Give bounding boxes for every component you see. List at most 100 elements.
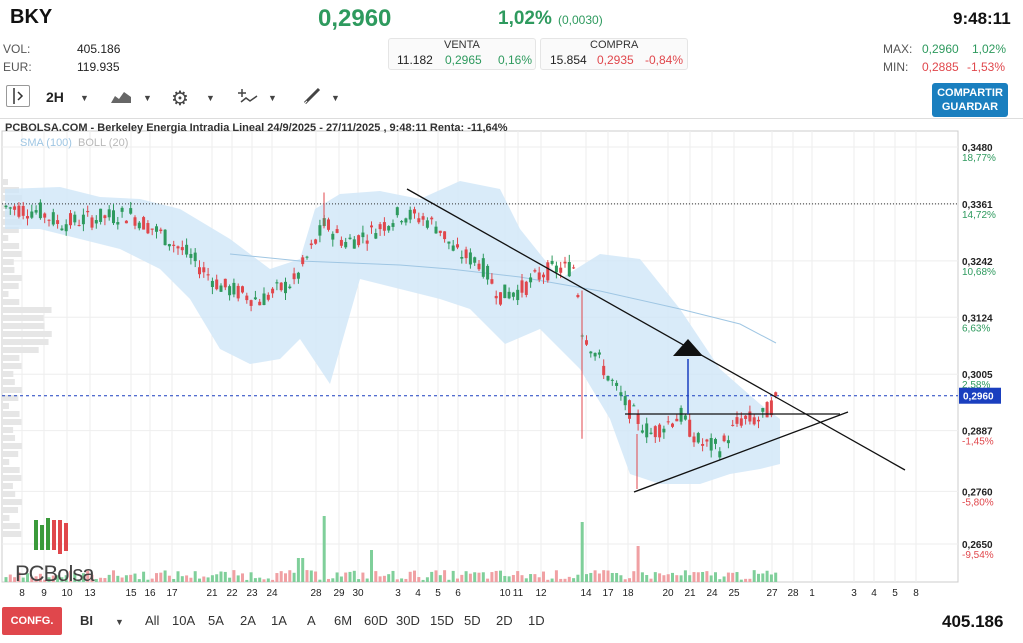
volume-bar xyxy=(193,571,197,582)
volume-bar xyxy=(77,579,81,582)
volume-bar xyxy=(451,570,455,582)
volume-bar xyxy=(163,570,167,582)
volume-bar xyxy=(258,577,262,582)
mode-select[interactable]: BI xyxy=(80,613,93,628)
candle-body xyxy=(370,225,373,228)
candle-body xyxy=(460,257,464,259)
volume-bar xyxy=(481,572,485,582)
candle-body xyxy=(404,218,408,223)
x-axis-label: 5 xyxy=(892,588,898,599)
volume-bar xyxy=(602,570,606,582)
volume-bar xyxy=(593,570,597,582)
euro-volume-value: 119.935 xyxy=(77,60,120,74)
candle-body xyxy=(675,418,679,422)
candle-body xyxy=(206,274,210,276)
period-5a[interactable]: 5A xyxy=(208,613,224,628)
gear-icon[interactable]: ⚙ xyxy=(171,88,189,110)
candle-body xyxy=(21,205,25,216)
config-button[interactable]: CONFG. xyxy=(2,607,62,635)
y-axis-label: 0,3242 xyxy=(962,257,993,268)
candle-body xyxy=(726,440,730,444)
min-pct: -1,53% xyxy=(967,60,1006,74)
drawing-tools-icon[interactable] xyxy=(302,87,322,110)
period-6m[interactable]: 6M xyxy=(334,613,353,628)
candle-body xyxy=(266,294,270,300)
candle-body xyxy=(610,379,614,381)
volume-bar xyxy=(658,573,662,582)
volume-bar xyxy=(421,579,425,582)
y-axis-label: 0,3361 xyxy=(962,200,993,211)
candle-body xyxy=(649,432,653,434)
current-price-tag xyxy=(959,387,1001,404)
candle-body xyxy=(56,220,60,224)
period-1d[interactable]: 1D xyxy=(528,613,545,628)
volume-bar xyxy=(490,572,494,582)
chevron-down-icon[interactable]: ▼ xyxy=(143,93,152,103)
candle-body xyxy=(731,424,735,426)
volume-bar xyxy=(301,558,305,582)
x-axis-label: 25 xyxy=(728,588,740,599)
interval-select[interactable]: 2H xyxy=(46,89,64,105)
period-2a[interactable]: 2A xyxy=(240,613,256,628)
x-axis-label: 4 xyxy=(415,588,421,599)
volume-bar xyxy=(314,571,318,582)
period-all[interactable]: All xyxy=(145,613,160,628)
candle-body xyxy=(477,263,481,270)
candle-body xyxy=(47,219,51,221)
volume-bar xyxy=(520,575,524,582)
chevron-down-icon[interactable]: ▼ xyxy=(206,93,215,103)
period-15d[interactable]: 15D xyxy=(430,613,454,628)
chevron-down-icon[interactable]: ▼ xyxy=(331,93,340,103)
candle-body xyxy=(499,292,502,305)
candle-body xyxy=(744,415,748,419)
candle-body xyxy=(210,280,214,288)
volume-bar xyxy=(51,575,55,582)
candle-body xyxy=(120,207,124,212)
chevron-down-icon[interactable]: ▼ xyxy=(80,93,89,103)
candle-body xyxy=(90,217,94,228)
period-30d[interactable]: 30D xyxy=(396,613,420,628)
period-a[interactable]: A xyxy=(307,613,316,628)
volume-bar xyxy=(744,578,748,582)
x-axis-label: 4 xyxy=(871,588,877,599)
period-1a[interactable]: 1A xyxy=(271,613,287,628)
candle-body xyxy=(524,281,528,295)
period-10a[interactable]: 10A xyxy=(172,613,196,628)
volume-bar xyxy=(576,574,580,582)
period-60d[interactable]: 60D xyxy=(364,613,388,628)
candle-body xyxy=(116,222,120,225)
sma-line xyxy=(229,253,777,344)
candle-body xyxy=(490,279,494,284)
volume-bar xyxy=(219,571,223,582)
volume-profile-bar xyxy=(2,347,39,353)
volume-bar xyxy=(546,579,550,582)
volume-bar xyxy=(266,578,270,582)
candle-body xyxy=(357,235,361,246)
volume-bar xyxy=(60,577,64,582)
candle-body xyxy=(761,408,765,412)
chevron-down-icon[interactable]: ▼ xyxy=(268,93,277,103)
chart-type-icon[interactable] xyxy=(110,88,132,109)
chevron-down-icon[interactable]: ▼ xyxy=(115,617,124,627)
volume-bar xyxy=(296,558,300,582)
candle-body xyxy=(236,285,240,299)
candle-body xyxy=(481,258,485,277)
volume-bar xyxy=(675,575,679,582)
candle-body xyxy=(352,239,356,249)
volume-profile-bar xyxy=(2,267,15,273)
volume-bar xyxy=(241,573,244,582)
share-save-button[interactable]: COMPARTIR GUARDAR xyxy=(932,83,1008,117)
sidebar-toggle-icon[interactable] xyxy=(6,85,30,107)
candle-body xyxy=(17,205,21,217)
indicators-icon[interactable] xyxy=(237,87,259,110)
volume-bar xyxy=(632,571,636,582)
period-5d[interactable]: 5D xyxy=(464,613,481,628)
volume-profile-bar xyxy=(2,419,22,425)
period-2d[interactable]: 2D xyxy=(496,613,513,628)
pcbolsa-watermark: PCBolsa xyxy=(15,561,95,586)
candle-body xyxy=(258,301,262,306)
x-axis-label: 17 xyxy=(602,588,614,599)
volume-bar xyxy=(172,578,176,582)
x-axis-label: 18 xyxy=(622,588,634,599)
